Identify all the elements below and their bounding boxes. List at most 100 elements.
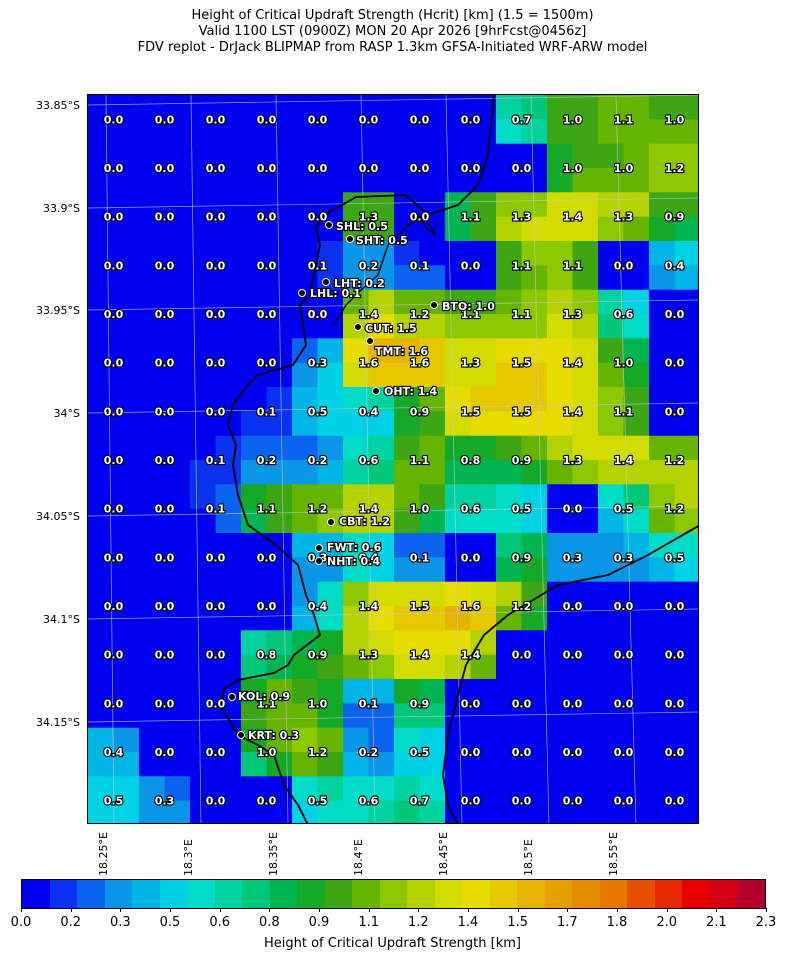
shade-cell (547, 143, 573, 169)
shade-cell (317, 411, 344, 437)
shade-cell (164, 289, 191, 315)
shade-cell (496, 241, 522, 266)
site-marker[interactable] (354, 323, 362, 331)
shade-cell (394, 119, 420, 145)
shade-cell (343, 606, 369, 631)
shade-cell (317, 168, 344, 193)
shade-cell (598, 119, 624, 145)
shade-cell (674, 752, 698, 777)
map-plot-area[interactable]: 0.0 0.0 0.0 0.0 0.0 0.0 0.0 0.0 0.7 1.0 1.1 1.0 0.0 0… (87, 94, 699, 824)
shade-cell (598, 703, 624, 729)
shade-cell (496, 143, 522, 169)
site-marker[interactable] (315, 557, 323, 565)
shade-cell (445, 752, 471, 777)
site-marker[interactable] (237, 731, 245, 739)
shade-cell (496, 484, 522, 510)
grid-value-label: 1.2 (665, 454, 685, 467)
shade-cell (164, 241, 191, 266)
shade-cell (445, 484, 471, 510)
shade-cell (215, 289, 242, 315)
shade-cell (241, 460, 267, 485)
parallel-line (88, 608, 698, 620)
shade-cell (317, 800, 344, 823)
grid-value-label: 1.4 (614, 454, 634, 467)
shade-cell (445, 168, 471, 193)
grid-value-label: 0.3 (614, 551, 634, 564)
colorbar-swatch (187, 880, 215, 908)
grid-value-label: 1.4 (359, 600, 379, 613)
shade-cell (113, 95, 140, 120)
shade-cell (139, 630, 165, 656)
lon-label-18-55: 18.55°E (607, 832, 620, 876)
colorbar-tick-label: 1.1 (358, 915, 379, 930)
shade-cell (139, 508, 165, 534)
grid-value-label: 0.9 (512, 454, 532, 467)
site-marker[interactable] (298, 289, 306, 297)
shade-cell (470, 216, 497, 242)
site-marker[interactable] (322, 278, 330, 286)
grid-value-label: 0.9 (512, 551, 532, 564)
shade-cell (496, 387, 522, 412)
grid-value-label: 1.0 (410, 503, 430, 516)
shade-cell (445, 338, 471, 364)
shade-cell (394, 508, 420, 534)
shade-cell (266, 338, 293, 364)
shade-cell (164, 265, 191, 291)
shade-cell (598, 95, 624, 120)
grid-value-label: 1.5 (512, 405, 532, 418)
shade-cell (164, 484, 191, 510)
shade-cell (190, 581, 216, 607)
shade-cell (190, 606, 216, 631)
shade-cell (470, 265, 497, 291)
shade-cell (674, 168, 698, 193)
site-marker[interactable] (228, 693, 236, 701)
shade-cell (343, 557, 369, 583)
grid-value-label: 0.0 (614, 600, 634, 613)
site-marker[interactable] (325, 221, 333, 229)
shade-cell (445, 533, 471, 558)
shade-cell (623, 435, 650, 461)
shade-cell (674, 95, 698, 120)
shade-cell (164, 557, 191, 583)
shade-cell (215, 679, 242, 704)
shade-cell (394, 289, 420, 315)
shade-cell (164, 581, 191, 607)
shade-cell (88, 484, 114, 510)
shade-cell (164, 533, 191, 558)
shade-cell (445, 800, 471, 823)
site-label: KOL: 0.9 (238, 690, 290, 703)
site-marker[interactable] (372, 387, 380, 395)
shade-cell (368, 289, 395, 315)
shade-cell (343, 630, 369, 656)
shade-cell (317, 241, 344, 266)
lon-label-18-25: 18.25°E (97, 832, 110, 876)
shade-cell (113, 703, 140, 729)
shade-cell (368, 435, 395, 461)
shade-cell (368, 776, 395, 802)
site-marker[interactable] (430, 301, 438, 309)
grid-value-label: 1.1 (512, 308, 532, 321)
colorbar-tickmark (716, 908, 718, 912)
site-label: SHT: 0.5 (356, 234, 408, 247)
shade-cell (317, 776, 344, 802)
grid-value-label: 0.4 (359, 551, 379, 564)
site-marker[interactable] (315, 544, 323, 552)
site-marker[interactable] (327, 518, 335, 526)
shade-cell (623, 241, 650, 266)
site-marker[interactable] (346, 235, 354, 243)
shade-cell (547, 435, 573, 461)
shade-cell (113, 557, 140, 583)
shade-cell (139, 679, 165, 704)
grid-value-label: 1.1 (257, 697, 277, 710)
shade-cell (674, 800, 698, 823)
grid-value-label: 0.0 (308, 162, 328, 175)
shade-cell (164, 143, 191, 169)
shade-cell (470, 338, 497, 364)
site-marker[interactable] (366, 337, 374, 345)
shade-cell (674, 241, 698, 266)
shade-cell (241, 557, 267, 583)
shade-cell (164, 460, 191, 485)
shade-cell (470, 800, 497, 823)
shade-cell (470, 776, 497, 802)
shade-cell (164, 338, 191, 364)
